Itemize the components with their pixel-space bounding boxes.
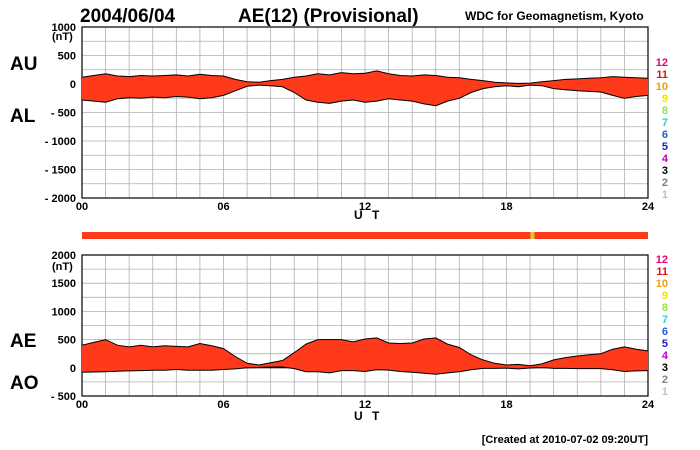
y-tick-label: 1500 [52,278,76,290]
au-al-x-ticks: 00 06 12 18 24 [76,201,655,213]
station-count-label: 11 [656,266,668,278]
y-tick-label: 0 [70,79,76,91]
created-timestamp: [Created at 2010-07-02 09:20UT] [482,434,649,446]
station-count-label: 9 [662,93,668,105]
station-count-label: 5 [662,338,668,350]
au-series-line [81,70,649,84]
ao-series-line [81,366,649,375]
station-count-label: 7 [662,117,668,129]
y-tick-label: 2000 [52,250,76,262]
y-tick-label: 1000 [52,306,76,318]
ae-ao-grid [81,254,649,397]
y-tick-label: 500 [58,335,76,347]
station-count-label: 8 [662,302,668,314]
au-al-y-ticks: 1000 500 0 - 500 - 1000 - 1500 - 2000 [45,22,76,205]
y-tick-label: - 500 [51,108,76,120]
chart-title: AE(12) (Provisional) [238,6,419,27]
station-count-label: 12 [656,57,668,69]
coverage-bar [82,232,648,239]
al-label: AL [10,106,36,127]
station-count-label: 10 [656,81,668,93]
au-label: AU [10,54,37,75]
station-count-label: 10 [656,278,668,290]
plot-frame [81,26,649,199]
au-al-area [82,70,648,106]
x-tick-label: 24 [642,399,655,411]
station-count-label: 11 [656,69,668,81]
plot-frame [81,254,649,397]
station-count-label: 5 [662,141,668,153]
x-tick-label: 24 [642,201,655,213]
station-count-label: 6 [662,129,668,141]
au-al-grid [81,26,649,199]
ae-ao-y-unit: (nT) [52,261,73,273]
station-count-label: 1 [662,189,668,201]
x-tick-label: 06 [217,399,229,411]
x-tick-label: 00 [76,201,88,213]
station-count-label: 4 [662,153,669,165]
ao-label: AO [10,373,39,394]
station-count-label: 7 [662,314,668,326]
ae-label: AE [10,331,36,352]
x-tick-label: 12 [359,399,371,411]
station-count-label: 3 [662,362,668,374]
station-count-label: 6 [662,326,668,338]
x-tick-label: 06 [217,201,229,213]
coverage-bar-fill [82,232,648,239]
ae-ao-x-label: U T [354,409,382,423]
station-count-label: 4 [662,350,669,362]
x-tick-label: 18 [500,399,512,411]
ae-series-line [81,337,649,367]
ae-ao-x-ticks: 00 06 12 18 24 [76,399,655,411]
station-count-label: 3 [662,165,668,177]
al-series-line [81,84,649,107]
x-tick-label: 12 [359,201,371,213]
chart-date: 2004/06/04 [80,6,176,27]
y-tick-label: 0 [70,363,76,375]
station-count-label: 2 [662,374,668,386]
ae-ao-y-ticks: 2000 1500 1000 500 0 - 500 [51,250,76,403]
station-count-label: 1 [662,386,668,398]
au-al-x-label: U T [354,208,382,222]
station-count-label: 9 [662,290,668,302]
x-tick-label: 18 [500,201,512,213]
y-tick-label: - 1000 [45,136,76,148]
x-tick-label: 00 [76,399,88,411]
station-count-label: 12 [656,254,668,266]
y-tick-label: 500 [58,51,76,63]
station-count-label: 8 [662,105,668,117]
y-tick-label: 1000 [52,22,76,34]
chart-source: WDC for Geomagnetism, Kyoto [465,9,644,23]
au-al-y-unit: (nT) [52,31,73,43]
station-count-label: 2 [662,177,668,189]
y-tick-label: - 500 [51,391,76,403]
y-tick-label: - 2000 [45,193,76,205]
coverage-bar-highlight [530,232,535,239]
y-tick-label: - 1500 [45,165,76,177]
